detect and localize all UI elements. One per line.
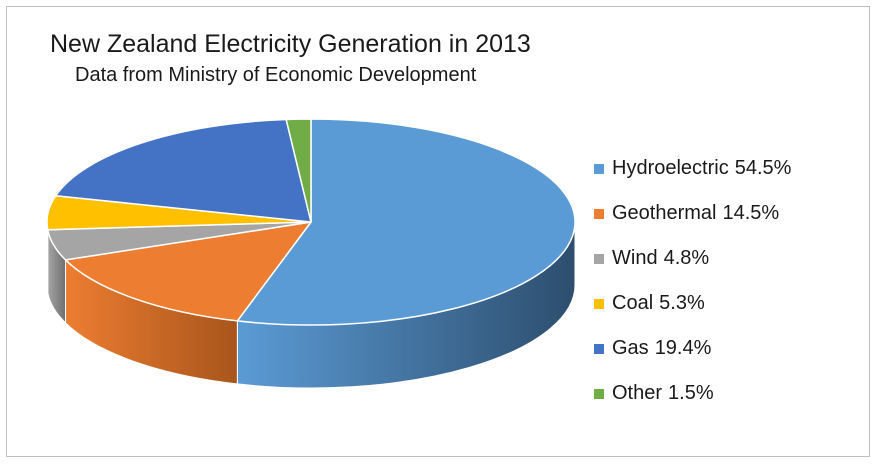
legend-label: Other <box>612 382 663 404</box>
legend-swatch <box>594 388 604 399</box>
legend-item-other: Other 1.5% <box>594 371 791 416</box>
pie-slice-geothermal <box>64 221 312 322</box>
pie-side-walls <box>46 221 576 389</box>
chart-subtitle: Data from Ministry of Economic Developme… <box>75 64 477 86</box>
legend-item-wind: Wind 4.8% <box>594 236 791 281</box>
legend-swatch <box>594 298 604 309</box>
legend: Hydroelectric 54.5% Geothermal 14.5% Win… <box>594 146 791 416</box>
legend-value: 54.5% <box>734 157 792 179</box>
legend-swatch <box>594 343 604 354</box>
legend-value: 5.3% <box>659 292 705 314</box>
pie-slice-other <box>285 118 312 223</box>
pie-top-faces <box>46 118 576 326</box>
pie-slice-hydroelectric <box>236 118 576 326</box>
legend-value: 19.4% <box>654 337 712 359</box>
legend-item-gas: Gas 19.4% <box>594 326 791 371</box>
legend-item-hydroelectric: Hydroelectric 54.5% <box>594 146 791 191</box>
legend-label: Geothermal <box>612 202 717 224</box>
legend-label: Gas <box>612 337 649 359</box>
legend-item-coal: Coal 5.3% <box>594 281 791 326</box>
pie-slice-gas <box>54 118 312 223</box>
legend-value: 14.5% <box>722 202 780 224</box>
chart-title: New Zealand Electricity Generation in 20… <box>50 30 531 58</box>
legend-label: Wind <box>612 247 658 269</box>
legend-value: 4.8% <box>663 247 710 269</box>
legend-value: 1.5% <box>668 382 714 404</box>
legend-label: Hydroelectric <box>612 157 729 179</box>
legend-item-geothermal: Geothermal 14.5% <box>594 191 791 236</box>
legend-swatch <box>594 253 604 264</box>
legend-label: Coal <box>612 292 654 314</box>
legend-swatch <box>594 163 604 174</box>
legend-swatch <box>594 208 604 219</box>
